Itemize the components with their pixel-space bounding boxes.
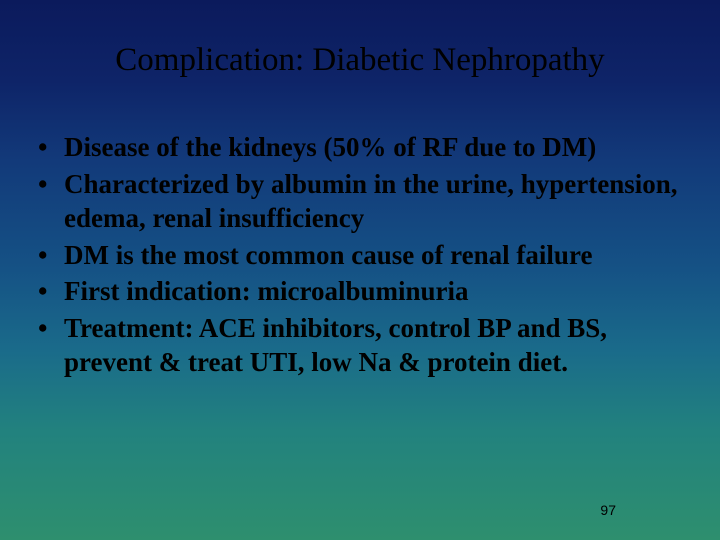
bullet-icon: • [36, 238, 64, 273]
bullet-text: DM is the most common cause of renal fai… [64, 238, 684, 273]
bullet-icon: • [36, 167, 64, 202]
bullet-text: Characterized by albumin in the urine, h… [64, 167, 684, 236]
bullet-text: First indication: microalbuminuria [64, 274, 684, 309]
slide-title: Complication: Diabetic Nephropathy [0, 42, 720, 79]
bullet-icon: • [36, 274, 64, 309]
page-number: 97 [600, 502, 616, 518]
list-item: • First indication: microalbuminuria [36, 274, 684, 309]
bullet-list: • Disease of the kidneys (50% of RF due … [36, 130, 684, 382]
bullet-icon: • [36, 311, 64, 346]
bullet-text: Disease of the kidneys (50% of RF due to… [64, 130, 684, 165]
list-item: • DM is the most common cause of renal f… [36, 238, 684, 273]
list-item: • Characterized by albumin in the urine,… [36, 167, 684, 236]
bullet-icon: • [36, 130, 64, 165]
bullet-text: Treatment: ACE inhibitors, control BP an… [64, 311, 684, 380]
list-item: • Disease of the kidneys (50% of RF due … [36, 130, 684, 165]
list-item: • Treatment: ACE inhibitors, control BP … [36, 311, 684, 380]
slide: Complication: Diabetic Nephropathy • Dis… [0, 0, 720, 540]
